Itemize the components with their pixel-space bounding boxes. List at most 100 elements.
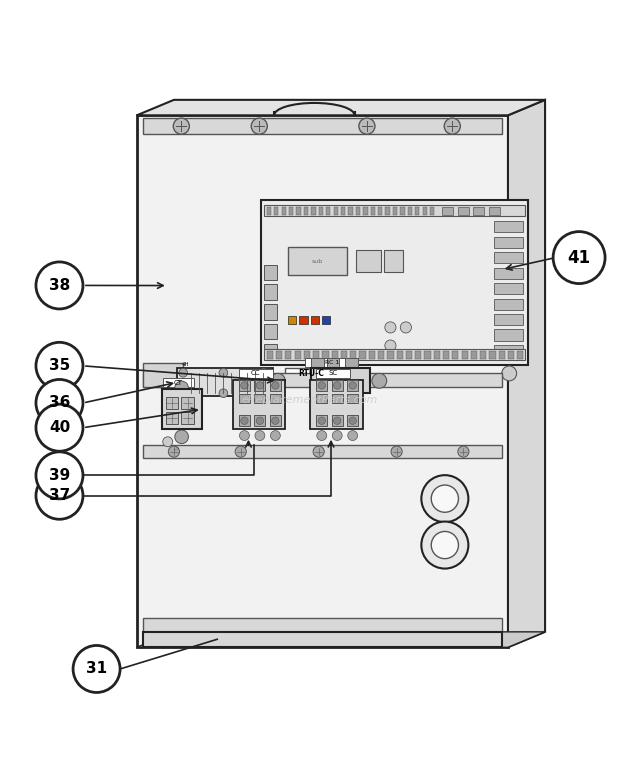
FancyBboxPatch shape — [489, 351, 495, 359]
FancyBboxPatch shape — [313, 351, 319, 359]
Circle shape — [256, 382, 264, 389]
FancyBboxPatch shape — [369, 351, 375, 359]
Text: 4H: 4H — [182, 362, 190, 367]
FancyBboxPatch shape — [388, 351, 394, 359]
FancyBboxPatch shape — [517, 351, 523, 359]
FancyBboxPatch shape — [299, 316, 308, 324]
FancyBboxPatch shape — [166, 412, 178, 425]
FancyBboxPatch shape — [270, 380, 281, 391]
FancyBboxPatch shape — [294, 351, 301, 359]
FancyBboxPatch shape — [326, 207, 330, 215]
FancyBboxPatch shape — [494, 221, 523, 232]
FancyBboxPatch shape — [498, 351, 505, 359]
FancyBboxPatch shape — [285, 351, 291, 359]
FancyBboxPatch shape — [267, 207, 271, 215]
Circle shape — [239, 431, 249, 440]
FancyBboxPatch shape — [332, 394, 343, 404]
FancyBboxPatch shape — [401, 207, 405, 215]
FancyBboxPatch shape — [264, 264, 277, 280]
FancyBboxPatch shape — [480, 351, 486, 359]
Circle shape — [241, 382, 248, 389]
FancyBboxPatch shape — [443, 351, 449, 359]
Circle shape — [259, 368, 268, 377]
Circle shape — [219, 368, 228, 377]
FancyBboxPatch shape — [442, 207, 453, 215]
Circle shape — [272, 417, 279, 425]
Circle shape — [259, 389, 268, 398]
Circle shape — [385, 340, 396, 351]
Text: RTU-C: RTU-C — [298, 369, 324, 378]
Circle shape — [173, 118, 189, 134]
FancyBboxPatch shape — [305, 358, 358, 367]
FancyBboxPatch shape — [347, 394, 358, 404]
FancyBboxPatch shape — [360, 351, 366, 359]
Circle shape — [241, 417, 248, 425]
FancyBboxPatch shape — [288, 246, 347, 274]
Circle shape — [270, 431, 280, 440]
Circle shape — [36, 472, 83, 519]
FancyBboxPatch shape — [384, 250, 403, 271]
FancyBboxPatch shape — [494, 252, 523, 264]
FancyBboxPatch shape — [356, 250, 381, 271]
FancyBboxPatch shape — [316, 380, 327, 391]
Circle shape — [334, 417, 341, 425]
FancyBboxPatch shape — [274, 207, 278, 215]
Circle shape — [502, 366, 516, 381]
Circle shape — [313, 446, 324, 457]
Circle shape — [36, 380, 83, 426]
FancyBboxPatch shape — [181, 397, 193, 409]
Circle shape — [175, 381, 188, 394]
FancyBboxPatch shape — [425, 351, 431, 359]
FancyBboxPatch shape — [322, 316, 330, 324]
FancyBboxPatch shape — [489, 207, 500, 215]
FancyBboxPatch shape — [143, 618, 502, 632]
Circle shape — [272, 382, 279, 389]
FancyBboxPatch shape — [181, 412, 193, 425]
FancyBboxPatch shape — [345, 358, 358, 368]
Text: 39: 39 — [49, 468, 70, 483]
Text: 40: 40 — [49, 420, 70, 436]
FancyBboxPatch shape — [270, 394, 281, 404]
Circle shape — [179, 368, 187, 377]
FancyBboxPatch shape — [177, 368, 273, 396]
FancyBboxPatch shape — [276, 351, 282, 359]
FancyBboxPatch shape — [350, 351, 356, 359]
Polygon shape — [137, 632, 545, 647]
FancyBboxPatch shape — [254, 415, 265, 426]
Circle shape — [169, 446, 179, 457]
Circle shape — [332, 431, 342, 440]
FancyBboxPatch shape — [289, 207, 293, 215]
FancyBboxPatch shape — [461, 351, 467, 359]
FancyBboxPatch shape — [311, 207, 316, 215]
Circle shape — [359, 118, 375, 134]
Circle shape — [235, 446, 246, 457]
Circle shape — [385, 322, 396, 333]
FancyBboxPatch shape — [319, 207, 323, 215]
Text: RC 1: RC 1 — [324, 360, 339, 365]
Circle shape — [317, 431, 327, 440]
Circle shape — [422, 522, 468, 569]
Circle shape — [163, 437, 172, 446]
Circle shape — [179, 389, 187, 398]
FancyBboxPatch shape — [143, 632, 502, 647]
Circle shape — [36, 452, 83, 499]
FancyBboxPatch shape — [254, 380, 265, 391]
FancyBboxPatch shape — [316, 394, 327, 404]
FancyBboxPatch shape — [471, 351, 477, 359]
FancyBboxPatch shape — [386, 207, 390, 215]
Circle shape — [445, 118, 460, 134]
FancyBboxPatch shape — [239, 394, 250, 404]
Circle shape — [154, 373, 169, 388]
Circle shape — [36, 262, 83, 309]
FancyBboxPatch shape — [264, 205, 525, 216]
FancyBboxPatch shape — [347, 380, 358, 391]
FancyBboxPatch shape — [494, 298, 523, 310]
Circle shape — [318, 417, 326, 425]
FancyBboxPatch shape — [264, 324, 277, 339]
FancyBboxPatch shape — [322, 351, 329, 359]
FancyBboxPatch shape — [458, 207, 469, 215]
FancyBboxPatch shape — [296, 207, 301, 215]
FancyBboxPatch shape — [316, 415, 327, 426]
FancyBboxPatch shape — [239, 369, 273, 378]
FancyBboxPatch shape — [143, 119, 502, 134]
